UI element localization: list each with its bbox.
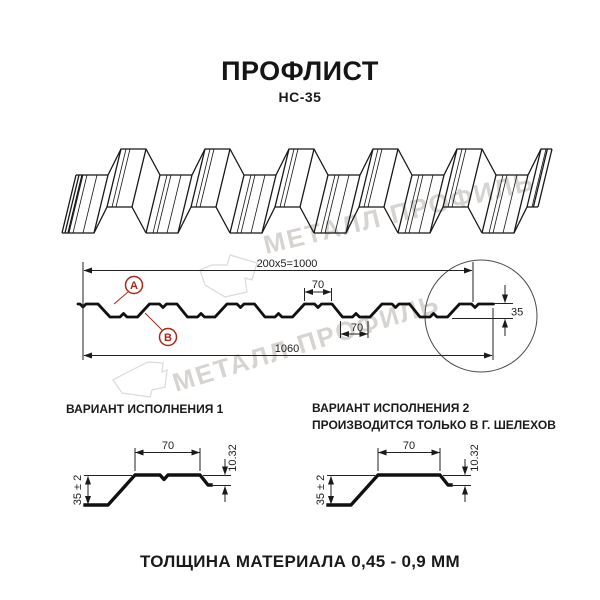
- variant1-drawing: 70 10.32 35 ± 2: [72, 440, 239, 507]
- variant2-width-label: 70: [403, 440, 415, 452]
- variant2-width-dimension: 70: [377, 440, 441, 471]
- page-title: ПРОФЛИСТ: [221, 56, 379, 86]
- variant1-height-dimension: 35 ± 2: [72, 475, 132, 506]
- variant2-height-label: 35 ± 2: [315, 475, 327, 506]
- variant1-lip-dimension: 10.32: [203, 444, 239, 502]
- variant2-header: ВАРИАНТ ИСПОЛНЕНИЯ 2: [312, 401, 470, 415]
- variant2-profile: [326, 473, 453, 507]
- valley-width-label: 70: [351, 322, 363, 334]
- sheet-3d-drawing: [61, 148, 553, 234]
- callout-a: А: [113, 275, 144, 305]
- variant2-subheader: ПРОИЗВОДИТСЯ ТОЛЬКО В Г. ШЕЛЕХОВ: [312, 418, 556, 432]
- total-width-label: 1060: [275, 343, 299, 355]
- variant1-header: ВАРИАНТ ИСПОЛНЕНИЯ 1: [66, 402, 224, 416]
- callout-a-label: А: [130, 280, 138, 292]
- watermark-layer: МЕТАЛЛ ПРОФИЛЬ МЕТАЛЛ ПРОФИЛЬ: [112, 166, 538, 398]
- pitch-dimension-label: 200x5=1000: [257, 258, 318, 270]
- variant1-profile: [83, 473, 213, 507]
- variant2-drawing: 70 10.32 35 ± 2: [315, 440, 481, 507]
- model-subtitle: НС-35: [279, 89, 322, 105]
- variant1-width-dimension: 70: [134, 440, 201, 471]
- variant2-lip-dimension: 10.32: [443, 444, 481, 502]
- variant1-height-label: 35 ± 2: [72, 475, 84, 506]
- variant1-lip-label: 10.32: [227, 444, 239, 472]
- valley-width-dimension: 70: [340, 321, 369, 338]
- crest-width-dimension: 70: [304, 279, 332, 301]
- variant2-lip-label: 10.32: [469, 444, 481, 472]
- crest-width-label: 70: [312, 279, 324, 291]
- pitch-dimension: 200x5=1000: [82, 258, 474, 360]
- cross-section-drawing: 200x5=1000 70 70 1060 35: [76, 258, 538, 373]
- height-label: 35: [511, 307, 523, 319]
- sheet-left-cut-edge: [64, 174, 83, 234]
- callout-b-label: В: [164, 332, 172, 344]
- total-width-dimension: 1060: [83, 308, 494, 360]
- watermark-text-upper: МЕТАЛЛ ПРОФИЛЬ: [260, 166, 537, 260]
- cross-section-profile: [76, 302, 495, 319]
- variant2-height-dimension: 35 ± 2: [315, 475, 375, 506]
- variant1-width-label: 70: [162, 440, 174, 452]
- material-thickness-note: ТОЛЩИНА МАТЕРИАЛА 0,45 - 0,9 ММ: [140, 552, 460, 571]
- height-dimension: 35: [452, 285, 523, 336]
- callout-b: В: [144, 312, 178, 347]
- watermark-logo-shape: [112, 361, 168, 398]
- sheet-right-end: [481, 148, 553, 234]
- watermark-logo-shape: [199, 254, 258, 298]
